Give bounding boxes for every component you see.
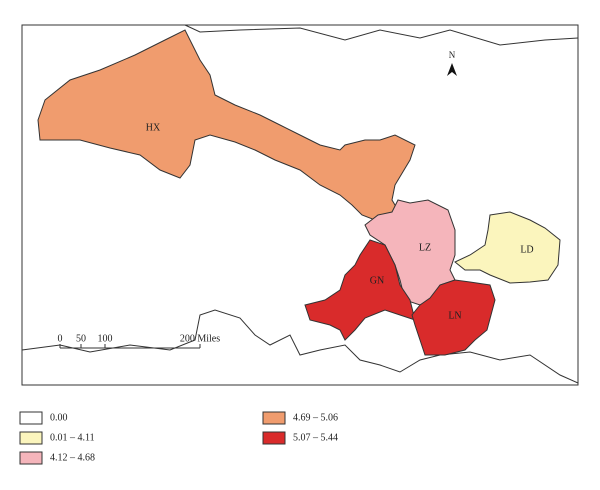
north-label: N	[449, 50, 456, 60]
scale-label: 100	[98, 333, 113, 344]
region-label: HX	[146, 122, 161, 133]
region-label: LZ	[419, 242, 431, 253]
legend-swatch	[19, 451, 43, 465]
legend-label: 0.00	[50, 412, 68, 423]
regions	[37, 29, 561, 356]
scale-label: 50	[76, 333, 86, 344]
legend-label: 4.12 – 4.68	[50, 452, 95, 463]
region	[304, 239, 416, 341]
region	[411, 279, 496, 356]
legend-swatch	[19, 431, 43, 445]
region-label: LD	[520, 244, 533, 255]
legend-swatch	[19, 411, 43, 425]
legend-label: 4.69 – 5.06	[293, 412, 338, 423]
region-label: LN	[448, 310, 461, 321]
legend: 0.00 0.01 – 4.11 4.12 – 4.68 4.69 – 5.06 5.0…	[19, 411, 338, 465]
province-border	[21, 309, 579, 384]
scale-bar: 0 50 100 200 Miles	[58, 333, 220, 349]
legend-label: 0.01 – 4.11	[50, 432, 95, 443]
scale-label: 0	[58, 333, 63, 344]
legend-swatch	[262, 411, 286, 425]
region-label: GN	[370, 275, 384, 286]
region	[454, 211, 561, 284]
scale-label: 200 Miles	[180, 333, 220, 344]
legend-label: 5.07 – 5.44	[293, 432, 338, 443]
north-arrow	[447, 63, 457, 76]
legend-swatch	[262, 431, 286, 445]
country-border	[184, 24, 579, 46]
